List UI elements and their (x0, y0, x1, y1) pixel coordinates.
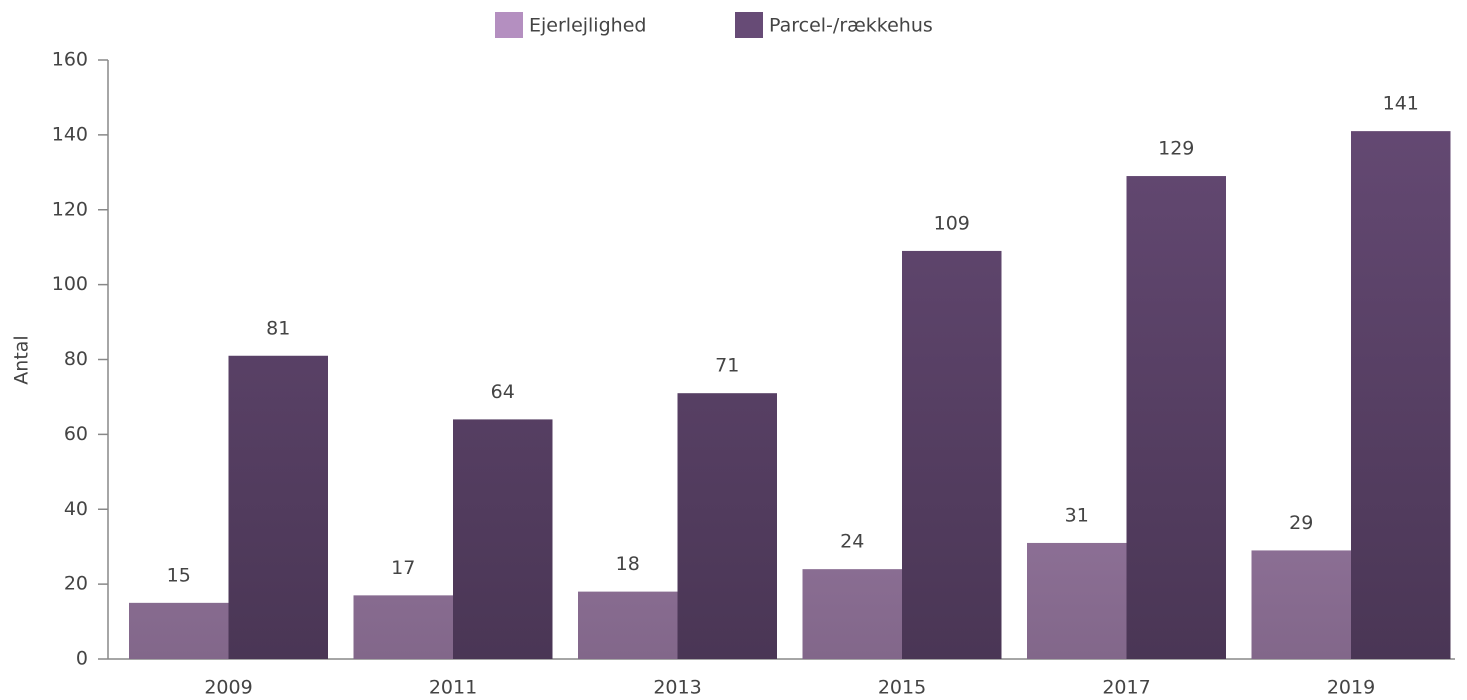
data-label: 64 (491, 381, 515, 403)
bar (677, 393, 777, 659)
y-tick-label: 60 (64, 423, 88, 445)
legend-label: Parcel-/rækkehus (769, 15, 933, 37)
y-tick-label: 20 (64, 573, 88, 595)
legend-label: Ejerlejlighed (529, 15, 646, 37)
bar (228, 355, 328, 659)
bar (902, 250, 1002, 659)
data-label: 109 (934, 212, 970, 234)
x-tick-label: 2015 (878, 677, 926, 699)
bar (129, 602, 229, 659)
y-tick-label: 0 (76, 648, 88, 670)
y-tick-label: 160 (52, 49, 88, 71)
data-label: 29 (1289, 512, 1313, 534)
data-label: 141 (1383, 93, 1419, 115)
data-label: 17 (391, 557, 415, 579)
bar (353, 595, 453, 659)
bar (802, 569, 902, 659)
y-tick-label: 120 (52, 198, 88, 220)
bar (1027, 542, 1127, 659)
x-tick-label: 2017 (1102, 677, 1150, 699)
y-tick-label: 40 (64, 498, 88, 520)
bar (1251, 550, 1351, 659)
data-label: 15 (167, 564, 191, 586)
x-tick-label: 2009 (204, 677, 252, 699)
bar (1351, 131, 1451, 660)
x-tick-label: 2013 (653, 677, 701, 699)
data-label: 129 (1158, 138, 1194, 160)
y-tick-label: 80 (64, 348, 88, 370)
x-tick-label: 2019 (1327, 677, 1375, 699)
data-label: 81 (266, 317, 290, 339)
legend-swatch (495, 12, 523, 38)
y-axis-label: Antal (11, 335, 33, 384)
data-label: 24 (840, 531, 864, 553)
data-label: 71 (715, 355, 739, 377)
y-tick-label: 100 (52, 273, 88, 295)
bar (578, 591, 678, 659)
bar (1126, 176, 1226, 659)
y-tick-label: 140 (52, 123, 88, 145)
bar (453, 419, 553, 659)
data-label: 18 (616, 553, 640, 575)
legend-swatch (735, 12, 763, 38)
x-tick-label: 2011 (429, 677, 477, 699)
data-label: 31 (1065, 504, 1089, 526)
